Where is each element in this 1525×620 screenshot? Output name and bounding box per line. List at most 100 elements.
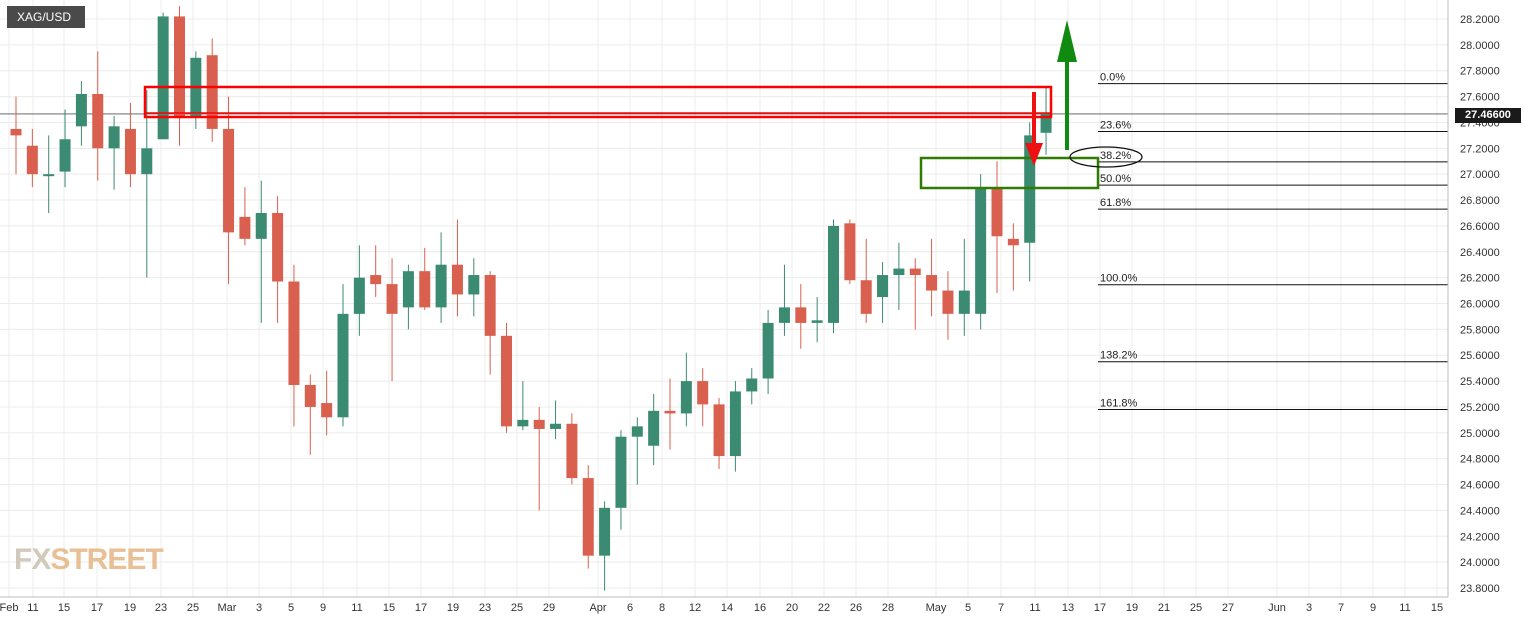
candle-body	[59, 139, 71, 172]
fib-level-label: 50.0%	[1100, 173, 1131, 185]
candle-body	[353, 277, 365, 314]
x-tick-label: 23	[155, 602, 167, 614]
candle-body	[582, 478, 594, 556]
candle	[909, 258, 921, 330]
candle	[141, 90, 153, 278]
candle-body	[124, 128, 136, 175]
candle-body	[517, 419, 529, 427]
candle	[811, 297, 823, 343]
candle-body	[909, 268, 921, 276]
candle	[239, 187, 251, 246]
x-tick-label: 7	[1338, 602, 1344, 614]
y-tick-label: 26.2000	[1460, 273, 1500, 285]
y-tick-label: 23.8000	[1460, 583, 1500, 595]
candle-body	[435, 264, 447, 308]
x-tick-label: 12	[689, 602, 701, 614]
y-tick-label: 27.6000	[1460, 92, 1500, 104]
x-tick-label: 28	[882, 602, 894, 614]
candle-body	[631, 426, 643, 437]
y-tick-label: 25.2000	[1460, 402, 1500, 414]
candle	[337, 284, 349, 427]
candle-body	[272, 212, 284, 282]
candle-body	[174, 16, 185, 116]
candle	[991, 161, 1003, 294]
candle	[680, 352, 692, 427]
x-tick-label: 17	[91, 602, 103, 614]
candle-body	[828, 225, 839, 323]
y-tick-label: 25.8000	[1460, 324, 1500, 336]
candle-body	[255, 212, 267, 239]
candle	[599, 501, 611, 591]
candle	[157, 12, 169, 140]
x-tick-label: 17	[415, 602, 427, 614]
candle	[762, 309, 774, 395]
candle-body	[92, 94, 104, 149]
candle-body	[239, 216, 251, 239]
candle-body	[484, 275, 496, 336]
x-tick-label: 21	[1158, 602, 1170, 614]
candle	[353, 245, 365, 336]
candle-body	[746, 378, 758, 392]
up-arrow-head	[1057, 20, 1077, 62]
candle	[92, 51, 104, 181]
x-tick-label: 22	[818, 602, 830, 614]
candle	[664, 378, 676, 450]
candle	[958, 238, 970, 336]
candle-body	[942, 290, 954, 314]
candle-body	[975, 187, 987, 314]
candle-body	[713, 404, 725, 457]
watermark-part1: FX	[14, 543, 51, 576]
x-tick-label: 15	[383, 602, 395, 614]
x-tick-label: Apr	[589, 602, 606, 614]
resistance-zone-box	[143, 85, 1053, 119]
fibonacci-layer: 0.0% 23.6% 38.2% 50.0% 61.8% 100.0% 138.2% 161.…	[0, 72, 1448, 411]
candle	[926, 238, 938, 317]
y-tick-label: 24.8000	[1460, 454, 1500, 466]
candle-body	[304, 384, 316, 407]
candle-body	[468, 275, 480, 295]
candle	[435, 232, 447, 323]
candle-body	[451, 264, 463, 295]
fib-level-label: 161.8%	[1100, 398, 1138, 410]
candle	[304, 374, 316, 455]
candle-body	[844, 223, 856, 281]
x-tick-label: 11	[351, 602, 362, 614]
candle	[174, 6, 185, 146]
candle-body	[550, 423, 562, 429]
candle	[501, 322, 512, 433]
y-tick-label: 28.0000	[1460, 40, 1500, 52]
candle-body	[337, 313, 349, 418]
candle	[893, 242, 905, 310]
fxstreet-watermark: FXSTREET	[14, 543, 164, 577]
candle	[533, 406, 545, 511]
x-tick-label: 6	[627, 602, 633, 614]
candle	[370, 245, 382, 298]
candle	[517, 381, 529, 431]
candle-body	[370, 275, 382, 285]
x-tick-label: Mar	[218, 602, 237, 614]
y-tick-label: 25.4000	[1460, 376, 1500, 388]
x-tick-label: 3	[256, 602, 262, 614]
x-tick-label: 3	[1306, 602, 1312, 614]
candle-body	[386, 284, 398, 314]
candle	[795, 284, 807, 349]
x-tick-label: 25	[511, 602, 523, 614]
x-tick-label: 15	[58, 602, 70, 614]
x-tick-label: 11	[1029, 602, 1040, 614]
candle-body	[1007, 238, 1019, 246]
candle-body	[615, 436, 627, 508]
x-tick-label: 15	[1431, 602, 1443, 614]
x-tick-label: 16	[754, 602, 766, 614]
x-tick-label: 19	[1126, 602, 1138, 614]
fib-level-label: 38.2%	[1100, 150, 1131, 162]
candle	[468, 258, 480, 317]
y-tick-label: 25.0000	[1460, 428, 1500, 440]
x-tick-label: 9	[320, 602, 326, 614]
fib-level-label: 100.0%	[1100, 273, 1138, 285]
candle	[729, 381, 741, 472]
candle	[124, 103, 136, 188]
candle	[108, 115, 120, 190]
x-tick-label: May	[926, 602, 947, 614]
fib-level-label: 23.6%	[1100, 120, 1131, 132]
